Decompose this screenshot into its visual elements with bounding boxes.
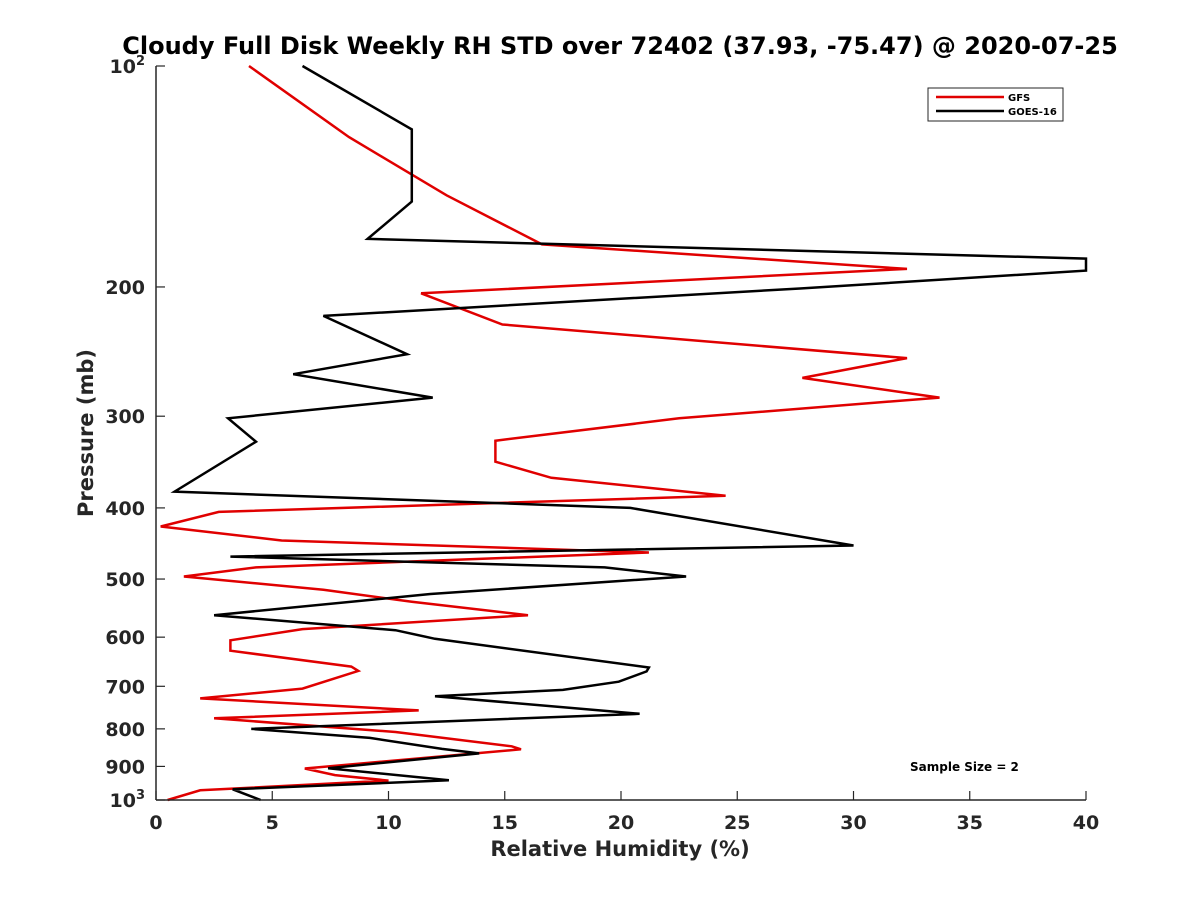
series-line-gfs: [160, 64, 940, 802]
y-tick-label: 600: [105, 627, 145, 649]
legend: GFS GOES-16: [927, 87, 1064, 122]
x-tick-label: 35: [957, 812, 983, 834]
y-tick-label: 200: [105, 277, 145, 299]
y-tick-label: 102: [110, 54, 146, 78]
x-tick-label: 30: [840, 812, 866, 834]
y-tick-label: 700: [105, 676, 145, 698]
x-tick-label: 0: [149, 812, 162, 834]
legend-label-gfs: GFS: [1008, 93, 1030, 104]
y-ticks: 102 200 300 400 500 600 700 800 900 103: [105, 54, 165, 812]
x-ticks: 0 5 10 15 20 25 30 35 40: [149, 791, 1099, 834]
chart-title: Cloudy Full Disk Weekly RH STD over 7240…: [122, 32, 1118, 60]
legend-box: [927, 87, 1064, 122]
plot-area: 0 5 10 15 20 25 30 35 40 102 200 300 400 500 600 700 80…: [105, 54, 1099, 834]
legend-label-goes16: GOES-16: [1008, 107, 1057, 118]
series-layer: [160, 64, 1088, 802]
y-tick-label: 103: [110, 788, 146, 812]
y-tick-label: 800: [105, 719, 145, 741]
x-tick-label: 20: [608, 812, 634, 834]
x-axis-label: Relative Humidity (%): [490, 837, 749, 861]
sample-size-annotation: Sample Size = 2: [910, 760, 1019, 774]
y-tick-label: 300: [105, 406, 145, 428]
plot-background: [156, 66, 1086, 800]
series-line-goes16: [170, 64, 1088, 802]
x-tick-label: 5: [266, 812, 279, 834]
y-tick-label: 900: [105, 756, 145, 778]
x-tick-label: 10: [375, 812, 401, 834]
y-tick-label: 500: [105, 569, 145, 591]
y-tick-label: 400: [105, 498, 145, 520]
x-tick-label: 40: [1073, 812, 1099, 834]
x-tick-label: 25: [724, 812, 750, 834]
x-tick-label: 15: [492, 812, 518, 834]
y-axis-label: Pressure (mb): [74, 349, 98, 517]
